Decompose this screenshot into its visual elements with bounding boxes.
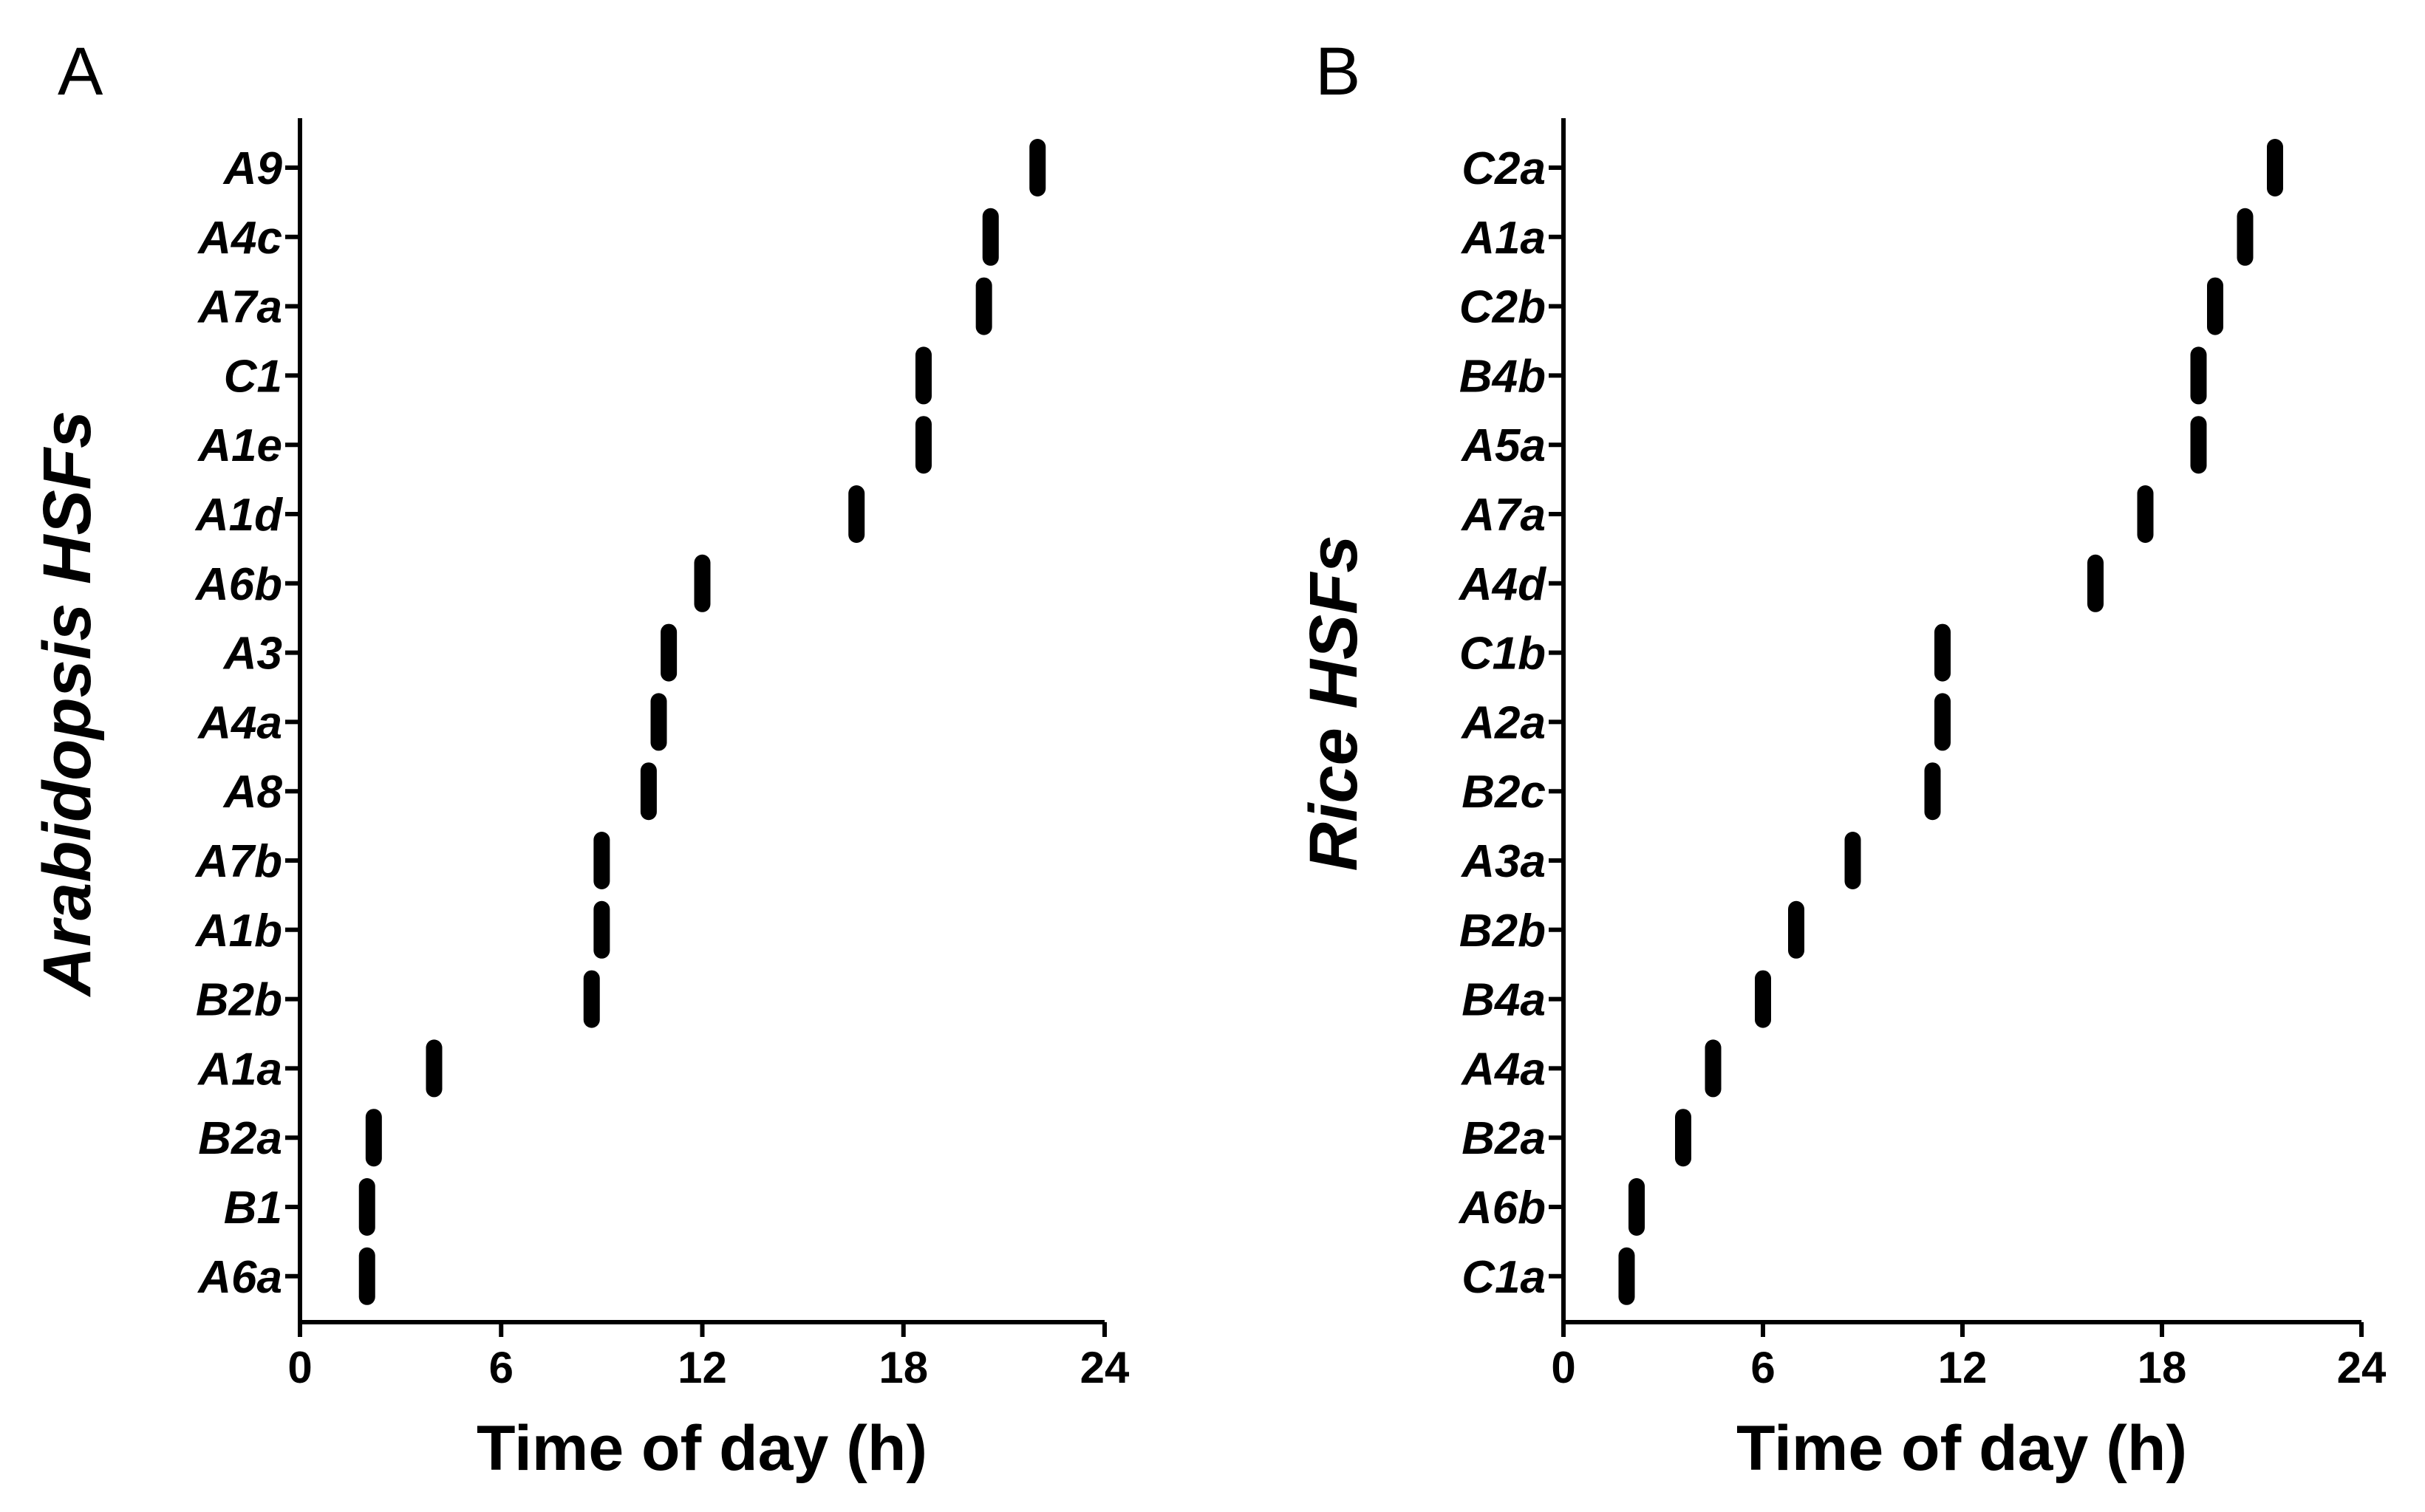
panel-a-y-tick-label: A7b (194, 836, 282, 887)
panel-a-x-tick-label: 0 (287, 1343, 312, 1392)
panel-b-x-axis-title: Time of day (h) (1736, 1413, 2187, 1484)
panel-b-x-tick-label: 24 (2337, 1343, 2387, 1392)
panel-a-y-tick-label: A3 (222, 629, 282, 680)
panel-b-x-ticks: 0 6 12 18 24 (1551, 1322, 2387, 1392)
panel-b-x-tick-label: 0 (1551, 1343, 1575, 1392)
panel-a-y-tick-label: A1a (197, 1044, 282, 1095)
panel-b-y-tick-label: B2a (1462, 1113, 1546, 1164)
panel-a-y-tick-label: A1e (197, 420, 282, 471)
panel-b-x-tick-label: 18 (2138, 1343, 2187, 1392)
panel-b-y-tick-label: A3a (1460, 836, 1546, 887)
panel-b-y-tick-label: A4a (1460, 1044, 1546, 1095)
panel-a-x-ticks: 0 6 12 18 24 (287, 1322, 1130, 1392)
panel-a-data-marks (358, 139, 1046, 1305)
panel-b-letter: B (1315, 34, 1360, 109)
panel-a-y-tick-label: B1 (224, 1183, 282, 1234)
panel-a-y-tick-label: A4c (197, 213, 282, 264)
panel-b-x-tick-label: 12 (1938, 1343, 1988, 1392)
panel-a-x-tick-label: 12 (678, 1343, 727, 1392)
panel-b-y-tick-label: A7a (1460, 490, 1546, 541)
panel-a-y-tick-label: B2a (198, 1113, 282, 1164)
panel-b: B Rice HSFs C2a A1a C2b B4b A5a A7a A4d C1b A2a B… (1296, 34, 2387, 1484)
panel-b-y-tick-label: B2c (1462, 767, 1546, 818)
panel-a-y-ticks: A9 A4c A7a C1 A1e A1d A6b A3 A4a A8 A7b A1b B2b A1a B2… (194, 143, 300, 1303)
panel-b-y-tick-label: A6b (1458, 1183, 1546, 1234)
panel-a-y-axis-title: Arabidopsis HSFs (30, 411, 105, 997)
panel-a-x-tick-label: 18 (879, 1343, 928, 1392)
panel-b-y-ticks: C2a A1a C2b B4b A5a A7a A4d C1b A2a B2c A3a B2b B4a A… (1458, 143, 1563, 1303)
panel-b-y-tick-label: A4d (1458, 559, 1546, 610)
panel-b-y-tick-label: A1a (1460, 213, 1546, 264)
panel-b-y-tick-label: A2a (1460, 697, 1546, 748)
panel-b-y-tick-label: C2a (1462, 143, 1546, 194)
panel-a-x-tick-label: 6 (489, 1343, 514, 1392)
panel-b-y-tick-label: B4a (1462, 975, 1546, 1026)
panel-b-y-tick-label: B4b (1459, 351, 1546, 402)
panel-a-y-tick-label: A6a (197, 1252, 282, 1303)
panel-a-y-tick-label: A1d (194, 490, 283, 541)
panel-a-y-tick-label: A4a (197, 697, 282, 748)
panel-a-letter: A (58, 34, 103, 109)
panel-b-y-tick-label: C1b (1459, 629, 1546, 680)
panel-a-y-tick-label: A1b (194, 906, 282, 957)
panel-a-x-tick-label: 24 (1080, 1343, 1130, 1392)
panel-b-y-tick-label: C2b (1459, 282, 1546, 333)
panel-a-x-axis-title: Time of day (h) (477, 1413, 927, 1484)
panel-b-y-tick-label: C1a (1462, 1252, 1546, 1303)
panel-b-y-tick-label: B2b (1459, 906, 1546, 957)
panel-a-y-tick-label: A6b (194, 559, 282, 610)
panel-a-y-tick-label: A9 (222, 143, 283, 194)
panel-a-y-tick-label: A7a (197, 282, 282, 333)
panel-a-y-tick-label: B2b (196, 975, 282, 1026)
panel-b-y-axis-title: Rice HSFs (1296, 535, 1371, 871)
panel-b-data-marks (1618, 139, 2283, 1305)
panel-b-x-tick-label: 6 (1750, 1343, 1775, 1392)
panel-a-y-tick-label: C1 (224, 351, 282, 402)
panel-a-y-tick-label: A8 (222, 767, 283, 818)
panel-a: A Arabidopsis HSFs A9 A4c A7a C1 A1e A1d A6b A3… (30, 34, 1130, 1484)
panel-b-y-tick-label: A5a (1460, 420, 1546, 471)
